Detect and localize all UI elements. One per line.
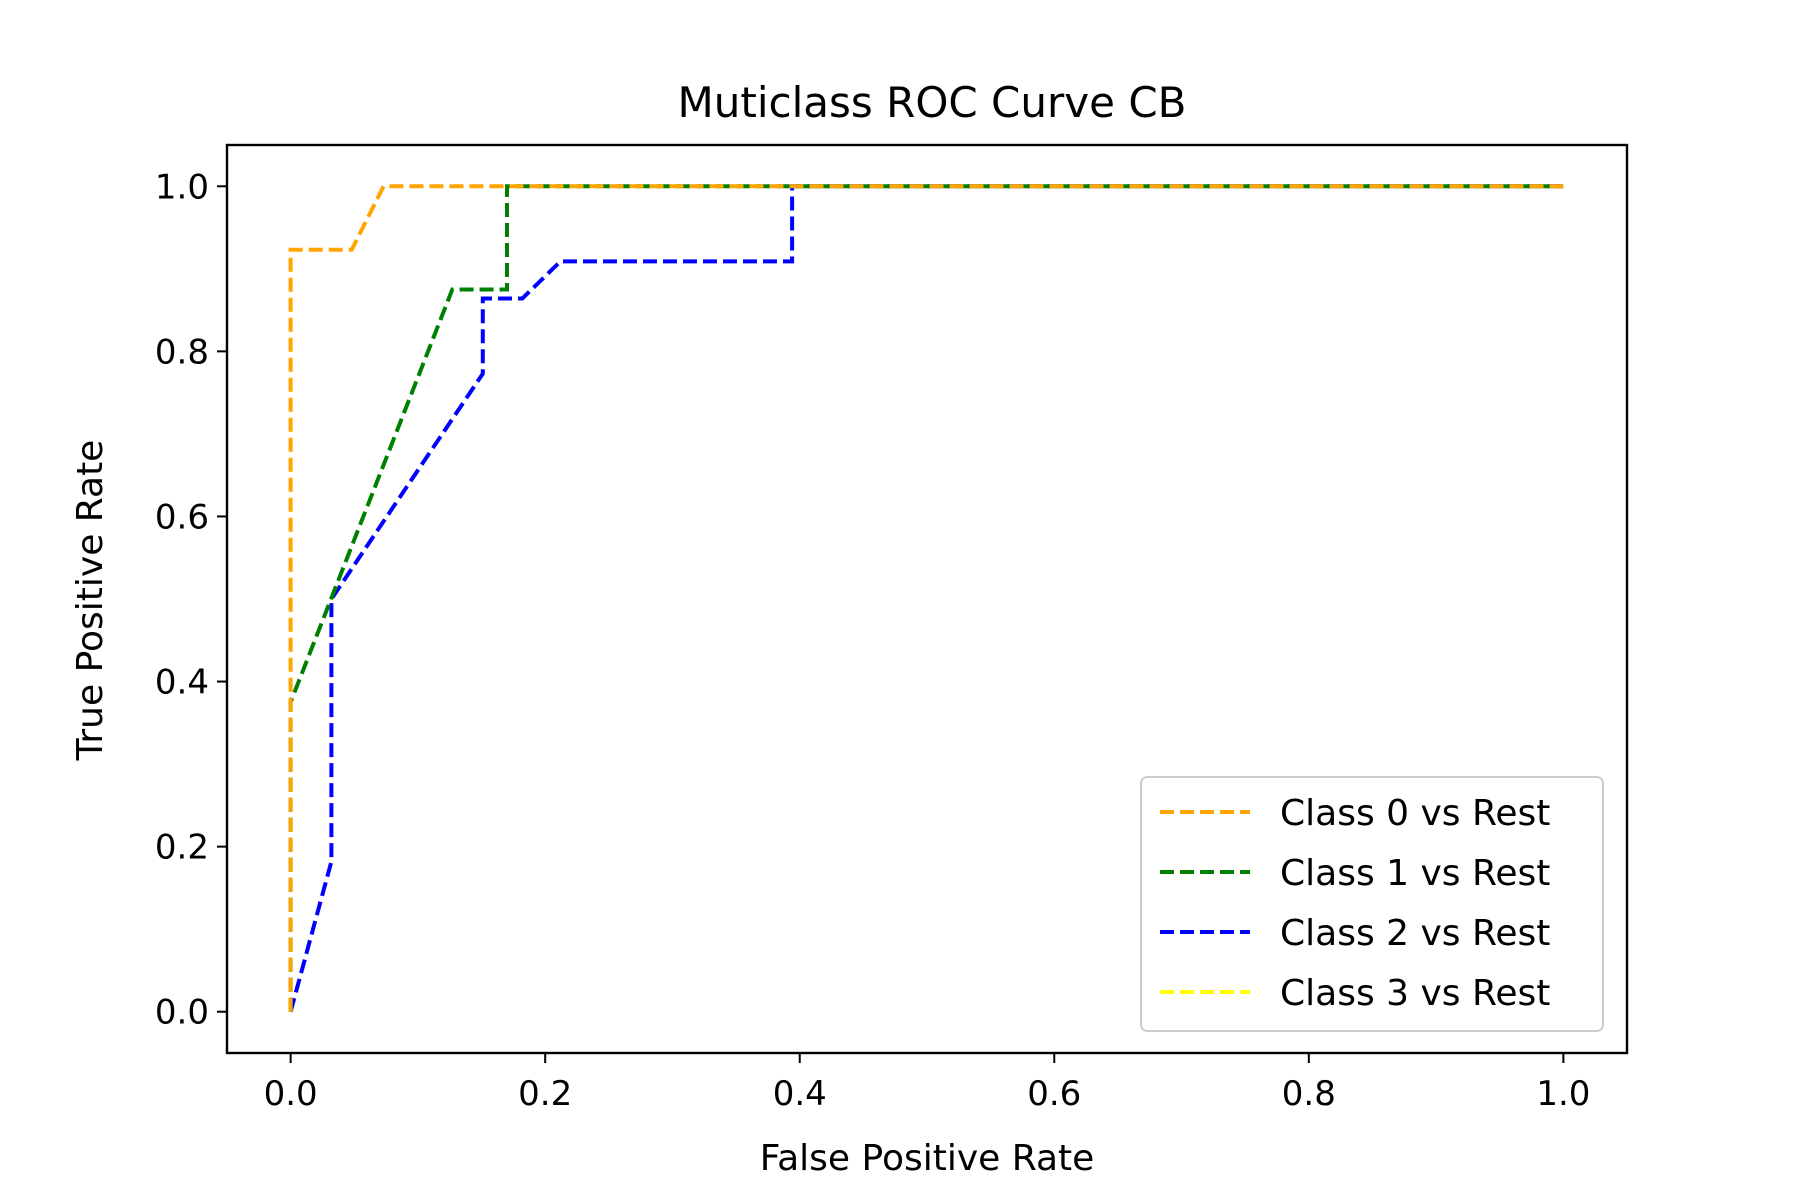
legend-label-class-0: Class 0 vs Rest [1280, 793, 1550, 834]
x-tick-label: 0.4 [773, 1074, 827, 1114]
y-tick-label: 0.2 [155, 828, 209, 868]
legend-label-class-3: Class 3 vs Rest [1280, 973, 1550, 1014]
series-line-class-2 [288, 184, 1564, 1013]
x-tick-label: 0.8 [1282, 1074, 1336, 1114]
plot-lines [288, 184, 1564, 1013]
x-tick-label: 1.0 [1536, 1074, 1590, 1114]
legend-box [1140, 776, 1604, 1032]
y-tick-label: 0.8 [155, 332, 209, 372]
legend-label-class-1: Class 1 vs Rest [1280, 853, 1550, 894]
y-axis-label: True Positive Rate [70, 440, 111, 762]
x-tick-label: 0.0 [264, 1074, 318, 1114]
x-axis-label: False Positive Rate [760, 1138, 1095, 1179]
legend: Class 0 vs Rest Class 1 vs Rest Class 2 vs… [1140, 776, 1604, 1032]
x-tick-label: 0.2 [518, 1074, 572, 1114]
x-tick-label: 0.6 [1027, 1074, 1081, 1114]
series-line-class-0 [288, 184, 1564, 1012]
legend-label-class-2: Class 2 vs Rest [1280, 913, 1550, 954]
x-axis: 0.0 0.2 0.4 0.6 0.8 1.0 [264, 1053, 1590, 1114]
plot-frame [225, 143, 1629, 1055]
y-tick-label: 0.4 [155, 663, 209, 703]
chart-title: Muticlass ROC Curve CB [678, 78, 1187, 127]
y-tick-label: 0.6 [155, 497, 209, 537]
y-tick-label: 1.0 [155, 167, 209, 207]
y-axis: 0.0 0.2 0.4 0.6 0.8 1.0 [155, 167, 227, 1033]
y-tick-label: 0.0 [155, 993, 209, 1033]
